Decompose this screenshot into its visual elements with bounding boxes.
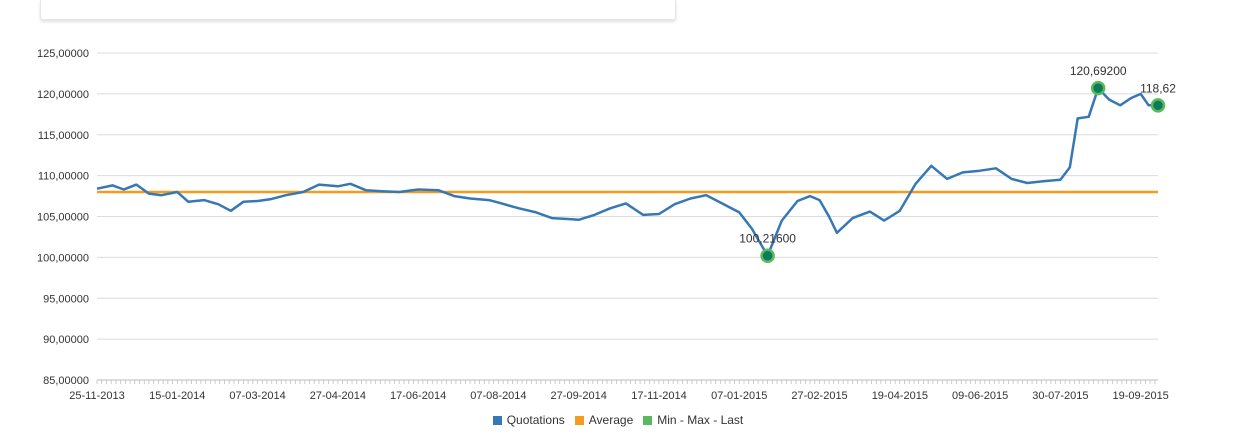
grid-lines <box>97 52 1158 381</box>
line-chart: 85,00000 90,00000 95,00000 100,00000 105,000… <box>37 48 1176 402</box>
legend-label-average: Average <box>588 413 634 427</box>
x-tick-label: 25-11-2013 <box>69 390 124 402</box>
quotations-series <box>96 86 1158 257</box>
x-tick-label: 27-04-2014 <box>310 390 366 402</box>
x-tick-label: 07-03-2014 <box>229 390 285 402</box>
x-axis-tick-labels: 25-11-2013 15-01-2014 07-03-2014 27-04-2014… <box>69 390 1169 402</box>
legend-swatch-min-max-last <box>643 415 653 425</box>
min-max-last-series: 100,21600 120,69200 118,62 <box>739 64 1176 263</box>
x-tick-label: 09-06-2015 <box>952 390 1008 402</box>
x-tick-label: 17-06-2014 <box>390 390 446 402</box>
legend-swatch-quotations <box>492 415 502 425</box>
y-tick-label: 85,00000 <box>43 375 89 387</box>
x-tick-label: 30-07-2015 <box>1032 390 1088 402</box>
y-tick-label: 115,00000 <box>38 130 89 142</box>
y-tick-label: 105,00000 <box>37 212 89 224</box>
y-tick-label: 110,00000 <box>38 171 89 183</box>
legend-label-min-max-last: Min - Max - Last <box>657 413 744 427</box>
legend-swatch-average <box>574 415 584 425</box>
legend-item-min-max-last[interactable]: Min - Max - Last <box>643 412 743 428</box>
top-panel <box>40 0 676 20</box>
x-tick-label: 07-01-2015 <box>711 390 767 402</box>
y-axis-tick-labels: 85,00000 90,00000 95,00000 100,00000 105,000… <box>37 48 89 387</box>
quotations-line <box>96 86 1158 257</box>
marker-label: 100,21600 <box>739 232 796 246</box>
x-tick-label: 19-04-2015 <box>872 390 928 402</box>
legend: Quotations Average Min - Max - Last <box>0 412 1236 428</box>
x-axis <box>96 379 1158 384</box>
marker-point <box>760 248 775 263</box>
x-tick-label: 15-01-2014 <box>149 390 205 402</box>
x-tick-label: 17-11-2014 <box>631 390 686 402</box>
x-tick-label: 27-09-2014 <box>551 390 607 402</box>
y-tick-label: 95,00000 <box>43 293 89 305</box>
marker-label: 120,69200 <box>1070 64 1127 78</box>
x-tick-label: 27-02-2015 <box>791 390 847 402</box>
legend-item-quotations[interactable]: Quotations <box>492 412 565 428</box>
y-tick-label: 120,00000 <box>37 89 89 101</box>
legend-label-quotations: Quotations <box>506 413 565 427</box>
marker-label: 118,62 <box>1140 81 1176 95</box>
legend-item-average[interactable]: Average <box>574 412 634 428</box>
marker-point <box>1150 98 1166 113</box>
x-tick-label: 07-08-2014 <box>470 390 526 402</box>
y-tick-label: 125,00000 <box>37 48 89 60</box>
y-tick-label: 90,00000 <box>43 334 89 346</box>
x-tick-label: 19-09-2015 <box>1113 390 1169 402</box>
marker-point <box>1090 80 1106 96</box>
y-tick-label: 100,00000 <box>37 252 89 264</box>
